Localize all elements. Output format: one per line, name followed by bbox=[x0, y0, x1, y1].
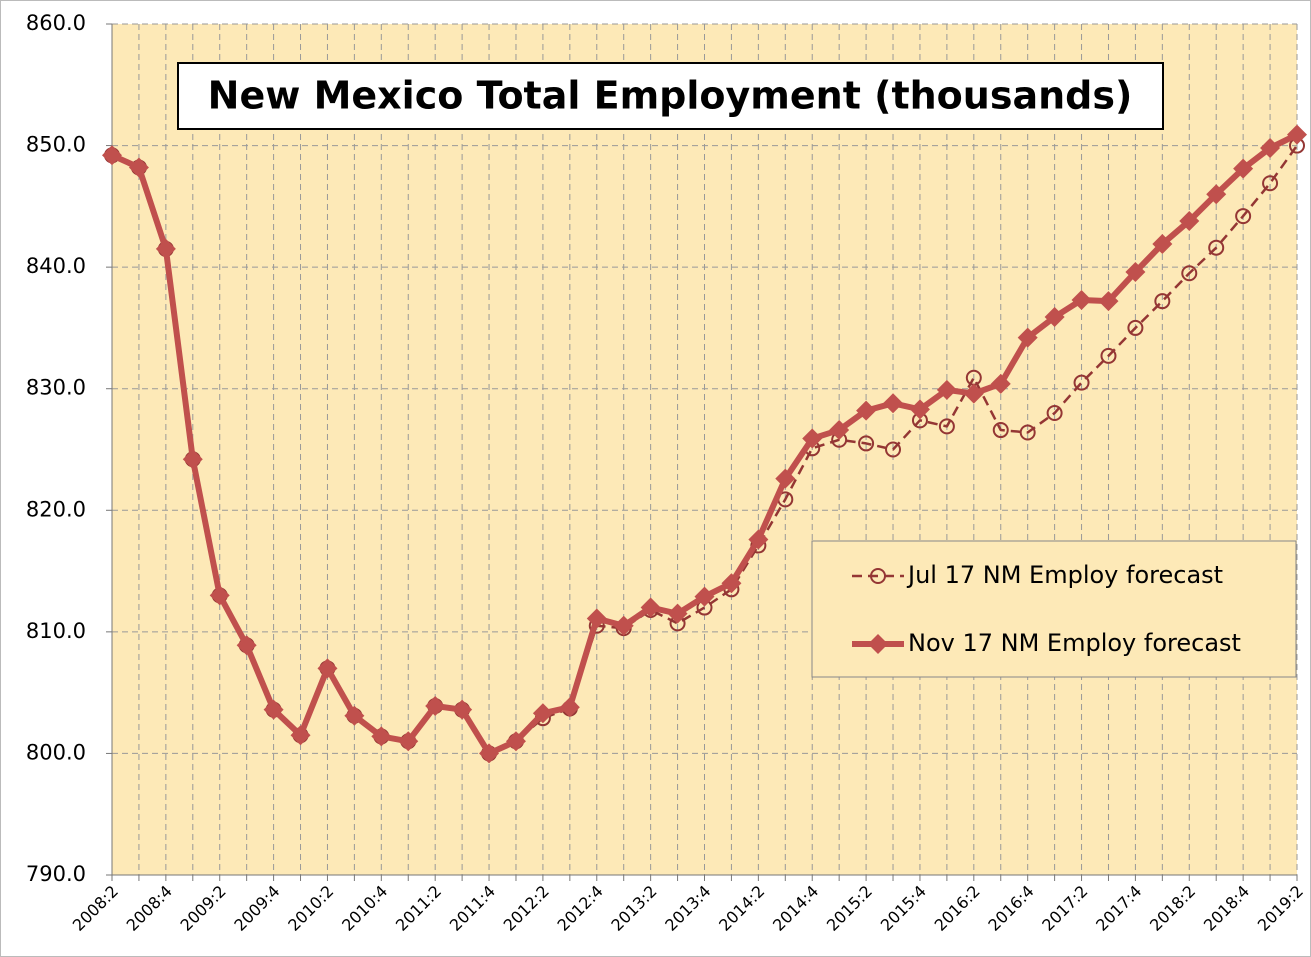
data-point bbox=[775, 468, 796, 489]
data-point bbox=[1262, 175, 1279, 192]
y-tick-label: 850.0 bbox=[26, 133, 86, 157]
data-point bbox=[1073, 374, 1090, 391]
data-point bbox=[398, 731, 419, 752]
title-box bbox=[177, 62, 1164, 130]
data-point bbox=[532, 703, 553, 724]
y-tick-label: 790.0 bbox=[26, 862, 86, 886]
data-point bbox=[1208, 239, 1225, 256]
series-line bbox=[111, 144, 1299, 755]
data-point bbox=[667, 603, 688, 624]
data-point bbox=[1127, 319, 1144, 336]
data-point bbox=[1235, 208, 1252, 225]
data-point bbox=[102, 145, 122, 166]
data-point bbox=[236, 635, 257, 656]
legend: Jul 17 NM Employ forecast Nov 17 NM Emplo… bbox=[811, 540, 1297, 678]
data-point bbox=[858, 435, 875, 452]
data-point bbox=[963, 383, 984, 404]
legend-marker bbox=[868, 634, 888, 654]
data-point bbox=[938, 418, 955, 435]
data-point bbox=[128, 157, 149, 178]
legend-box bbox=[811, 540, 1297, 678]
data-point bbox=[640, 597, 661, 618]
data-point bbox=[885, 441, 902, 458]
y-tick-label: 830.0 bbox=[26, 376, 86, 400]
legend-label: Jul 17 NM Employ forecast bbox=[906, 561, 1223, 589]
data-point bbox=[1206, 184, 1227, 205]
data-point bbox=[694, 586, 715, 607]
data-point bbox=[263, 699, 284, 720]
data-point bbox=[992, 422, 1009, 439]
data-point bbox=[317, 658, 338, 679]
data-point bbox=[748, 529, 769, 550]
data-point bbox=[1098, 291, 1119, 312]
data-point bbox=[586, 608, 607, 629]
legend-marker bbox=[870, 568, 886, 584]
y-tick-label: 840.0 bbox=[26, 254, 86, 278]
data-point bbox=[721, 573, 742, 594]
data-point bbox=[1287, 124, 1307, 145]
data-point bbox=[209, 585, 230, 606]
data-point bbox=[1154, 293, 1171, 310]
data-point bbox=[182, 449, 203, 470]
legend-entry: Nov 17 NM Employ forecast bbox=[852, 629, 1241, 657]
data-point bbox=[1100, 347, 1117, 364]
data-point bbox=[1233, 158, 1254, 179]
y-tick-label: 800.0 bbox=[26, 740, 86, 764]
data-point bbox=[1152, 234, 1173, 255]
data-point bbox=[452, 699, 473, 720]
data-point bbox=[829, 420, 850, 441]
data-point bbox=[1019, 424, 1036, 441]
data-point bbox=[802, 428, 823, 449]
data-point bbox=[1044, 306, 1065, 327]
data-point bbox=[856, 400, 877, 421]
data-point bbox=[479, 743, 500, 764]
data-point bbox=[155, 238, 176, 259]
data-point bbox=[909, 399, 930, 420]
data-point bbox=[1181, 265, 1198, 282]
data-point bbox=[559, 697, 580, 718]
data-point bbox=[883, 393, 904, 414]
data-point bbox=[1017, 327, 1038, 348]
data-point bbox=[371, 726, 392, 747]
data-point bbox=[936, 379, 957, 400]
y-tick-label: 860.0 bbox=[26, 11, 86, 35]
data-point bbox=[1046, 405, 1063, 422]
data-point bbox=[1260, 138, 1281, 159]
data-point bbox=[990, 373, 1011, 394]
data-point bbox=[1125, 262, 1146, 283]
data-point bbox=[290, 725, 311, 746]
data-point bbox=[505, 731, 526, 752]
data-point bbox=[1179, 210, 1200, 231]
y-tick-label: 820.0 bbox=[26, 497, 86, 521]
data-point bbox=[613, 615, 634, 636]
y-tick-label: 810.0 bbox=[26, 619, 86, 643]
legend-entry: Jul 17 NM Employ forecast bbox=[852, 561, 1223, 589]
data-point bbox=[425, 696, 446, 717]
data-point bbox=[1071, 289, 1092, 310]
data-point bbox=[344, 705, 365, 726]
chart-title: New Mexico Total Employment (thousands) bbox=[208, 74, 1133, 118]
legend-label: Nov 17 NM Employ forecast bbox=[908, 629, 1241, 657]
